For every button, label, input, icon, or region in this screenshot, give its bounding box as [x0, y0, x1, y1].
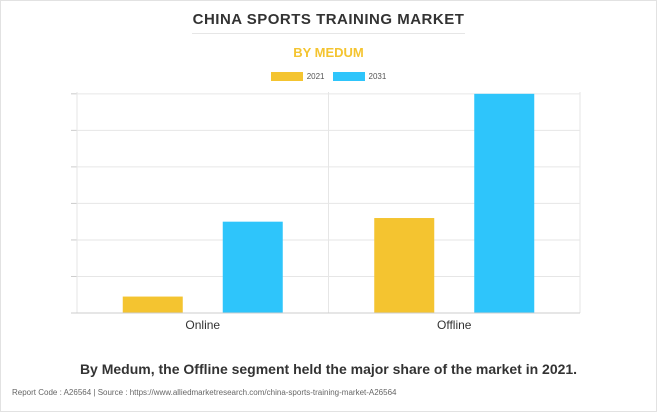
legend-label-2031: 2031	[368, 72, 387, 81]
x-tick-label-offline: Offline	[437, 318, 472, 332]
bar-online-2031	[222, 221, 283, 313]
title-divider	[192, 33, 465, 34]
chart-caption: By Medum, the Offline segment held the m…	[79, 361, 578, 377]
bar-online-2021	[122, 296, 183, 313]
x-tick-label-online: Online	[185, 318, 220, 332]
legend-label-2021: 2021	[306, 72, 325, 81]
chart-title: CHINA SPORTS TRAINING MARKET	[192, 11, 465, 28]
legend-item-2021[interactable]: 2021	[270, 72, 325, 81]
chart-subtitle: BY MEDUM	[293, 45, 364, 60]
legend-swatch-2031	[332, 72, 365, 81]
legend-item-2031[interactable]: 2031	[332, 72, 387, 81]
legend-swatch-2021	[270, 72, 303, 81]
bar-offline-2021	[374, 218, 435, 313]
bar-offline-2031	[474, 93, 535, 313]
chart-legend: 2021 2031	[0, 72, 657, 81]
report-footer: Report Code : A26564 | Source : https://…	[12, 388, 397, 397]
